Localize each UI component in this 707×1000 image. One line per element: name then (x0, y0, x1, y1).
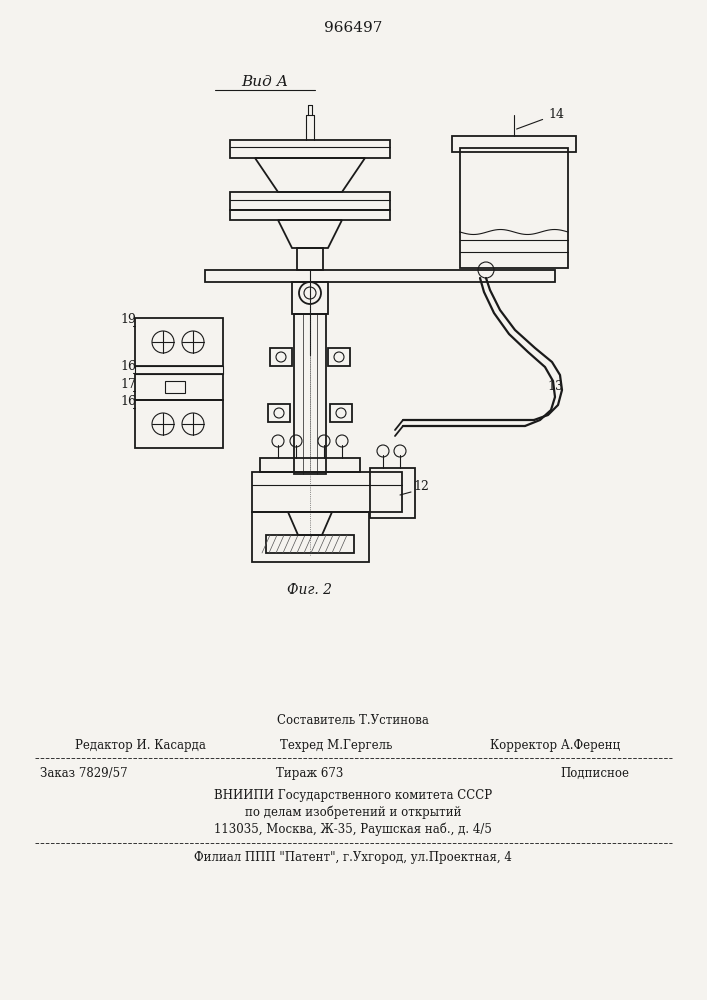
Text: Фиг. 2: Фиг. 2 (288, 583, 332, 597)
Text: 14: 14 (517, 108, 564, 129)
Bar (260, 458, 360, 472)
Text: Корректор А.Ференц: Корректор А.Ференц (490, 738, 620, 752)
Text: 12: 12 (413, 480, 429, 493)
Bar (230, 192, 390, 210)
Text: по делам изобретений и открытий: по делам изобретений и открытий (245, 805, 461, 819)
Bar (135, 400, 223, 448)
Text: Заказ 7829/57: Заказ 7829/57 (40, 766, 128, 780)
Text: 16: 16 (120, 395, 136, 408)
Bar (370, 468, 415, 518)
Text: 16: 16 (120, 360, 136, 373)
Bar (266, 535, 354, 553)
Text: Составитель Т.Устинова: Составитель Т.Устинова (277, 714, 429, 726)
Text: 13: 13 (547, 380, 563, 393)
Text: Редактор И. Касарда: Редактор И. Касарда (75, 738, 206, 752)
Bar (460, 148, 568, 268)
Bar (294, 314, 326, 474)
Bar (252, 472, 402, 512)
Bar (268, 404, 290, 422)
Bar (135, 318, 223, 366)
Text: 19: 19 (120, 313, 136, 326)
Text: Тираж 673: Тираж 673 (276, 766, 344, 780)
Text: ВНИИПИ Государственного комитета СССР: ВНИИПИ Государственного комитета СССР (214, 788, 492, 802)
Bar (230, 210, 390, 220)
Text: Вид А: Вид А (241, 75, 288, 89)
Text: 966497: 966497 (324, 21, 382, 35)
Bar (270, 348, 292, 366)
Bar (230, 140, 390, 158)
Bar (252, 512, 369, 562)
Bar (328, 348, 350, 366)
Text: 113035, Москва, Ж-35, Раушская наб., д. 4/5: 113035, Москва, Ж-35, Раушская наб., д. … (214, 822, 492, 836)
Bar (452, 136, 576, 152)
Bar (165, 381, 185, 393)
Bar (330, 404, 352, 422)
Text: 17: 17 (120, 378, 136, 391)
Bar (135, 366, 223, 374)
Text: Филиал ППП "Патент", г.Ухгород, ул.Проектная, 4: Филиал ППП "Патент", г.Ухгород, ул.Проек… (194, 852, 512, 864)
Bar (205, 270, 555, 282)
Bar (135, 374, 223, 400)
Bar (297, 248, 323, 270)
Circle shape (299, 282, 321, 304)
Text: Техред М.Гергель: Техред М.Гергель (280, 738, 392, 752)
Text: Подписное: Подписное (560, 766, 629, 780)
Bar (292, 282, 328, 314)
